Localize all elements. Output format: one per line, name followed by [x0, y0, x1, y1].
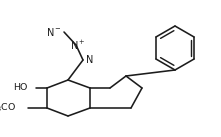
Text: N$^-$: N$^-$ [46, 26, 62, 38]
Text: N$^+$: N$^+$ [70, 38, 86, 52]
Text: HO: HO [14, 83, 28, 92]
Text: H$_3$CO: H$_3$CO [0, 102, 16, 114]
Text: N: N [86, 55, 93, 65]
